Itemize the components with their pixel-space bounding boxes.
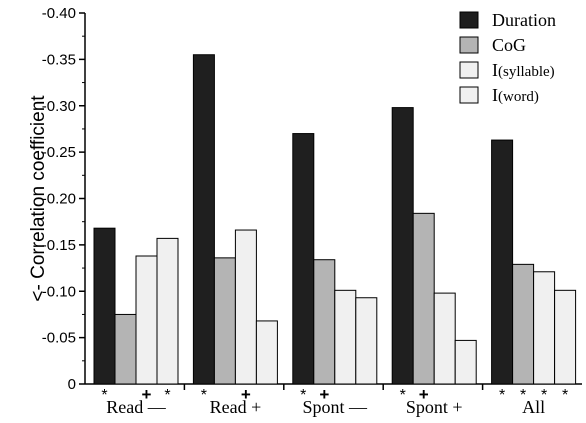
bar-cog-2 (213, 257, 236, 385)
legend-label-text: Duration (492, 10, 556, 30)
bar-i-syllable-2 (234, 229, 257, 385)
legend-label-suffix: (syllable) (498, 64, 555, 80)
significance-marker: * (520, 387, 526, 404)
legend-label: I(word) (492, 85, 539, 105)
bar-i-word-3 (355, 297, 378, 385)
bar-i-word-2 (255, 320, 278, 385)
bar-i-syllable-5 (533, 271, 556, 385)
legend-swatch (459, 61, 479, 79)
significance-marker: + (319, 385, 329, 404)
bar-i-syllable-1 (135, 255, 158, 385)
bar-cog-1 (114, 313, 137, 385)
y-tick-label: 0 (68, 376, 76, 393)
bar-i-word-1 (156, 237, 179, 385)
y-axis-label-group: <- Correlation coefficient (28, 95, 49, 302)
x-category-label: Read — (106, 397, 166, 417)
x-category-label: Read + (210, 397, 262, 417)
legend-label: CoG (492, 35, 526, 55)
bar-duration-3 (292, 133, 315, 385)
significance-marker: * (101, 387, 107, 404)
x-category-labels: Read — Read + Spont — Spont + All (106, 397, 545, 417)
y-tick-label: -0.15 (42, 237, 76, 254)
y-tick-label: -0.30 (42, 98, 76, 115)
y-tick-label: -0.35 (42, 51, 76, 68)
y-tick-label: -0.40 (42, 5, 76, 22)
significance-marker: * (400, 387, 406, 404)
legend-label-text: I (492, 85, 498, 105)
legend-label-text: CoG (492, 35, 526, 55)
y-ticks: 0 -0.05 -0.10 -0.15 -0.20 -0.25 -0.30 -0.35 -0.4… (42, 5, 85, 393)
y-tick-label: -0.25 (42, 144, 76, 161)
bar-i-word-5 (554, 289, 577, 385)
bar-i-syllable-3 (334, 289, 357, 385)
significance-marker: * (562, 387, 568, 404)
legend-swatch (459, 36, 479, 54)
bar-cog-4 (412, 212, 435, 385)
legend-label-suffix: (word) (498, 89, 539, 105)
x-category-label: Spont + (406, 397, 463, 417)
legend-swatch (459, 11, 479, 29)
significance-marker: * (541, 387, 547, 404)
significance-markers: * + * * + * + * + * * * * (101, 385, 568, 404)
bar-i-syllable-4 (433, 292, 456, 385)
legend-swatch (459, 86, 479, 104)
bar-duration-1 (93, 227, 116, 385)
y-tick-label: -0.20 (42, 191, 76, 208)
y-tick-label: -0.05 (42, 330, 76, 347)
significance-marker: * (164, 387, 170, 404)
bar-duration-4 (391, 107, 414, 385)
legend-label: I(syllable) (492, 60, 555, 80)
x-category-label: Spont — (303, 397, 369, 417)
bar-duration-2 (192, 54, 215, 385)
significance-marker: * (300, 387, 306, 404)
significance-marker: + (241, 385, 251, 404)
bar-cog-5 (512, 263, 535, 385)
significance-marker: * (201, 387, 207, 404)
significance-marker: + (142, 385, 152, 404)
bars (93, 54, 577, 385)
bar-duration-5 (491, 139, 514, 385)
bar-cog-3 (313, 259, 336, 385)
legend-label: Duration (492, 10, 556, 30)
significance-marker: * (499, 387, 505, 404)
y-axis-label: <- Correlation coefficient (28, 95, 49, 302)
x-category-label: All (522, 397, 545, 417)
legend-label-text: I (492, 60, 498, 80)
bar-i-word-4 (454, 339, 477, 385)
y-tick-label: -0.10 (42, 283, 76, 300)
significance-marker: + (419, 385, 429, 404)
